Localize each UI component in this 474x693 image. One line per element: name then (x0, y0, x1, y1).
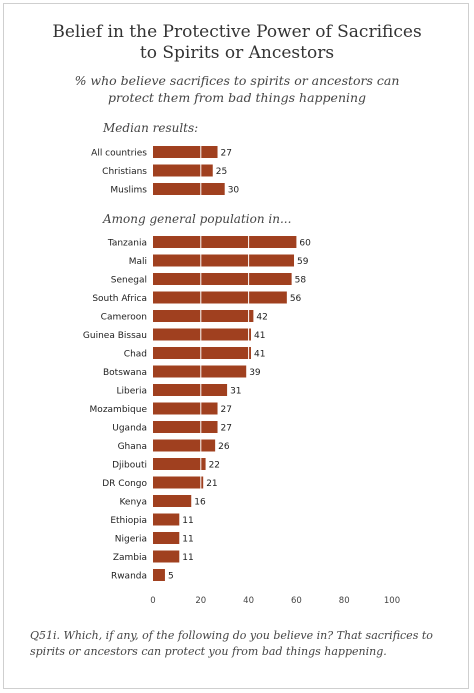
category-label: Christians (102, 167, 147, 177)
footnote-line-1: Q51i. Which, if any, of the following do… (30, 629, 433, 642)
value-label: 58 (295, 276, 307, 286)
value-label: 27 (221, 424, 232, 434)
category-label: Djibouti (112, 461, 147, 471)
bar-zambia (153, 550, 180, 563)
category-label: Zambia (113, 553, 147, 563)
section-label-general: Among general population in... (103, 212, 292, 226)
bar-kenya (153, 495, 192, 507)
bar-christians (153, 164, 213, 177)
chart-frame (3, 3, 469, 689)
bar-botswana (153, 365, 247, 378)
value-label: 56 (290, 294, 302, 304)
value-label: 22 (209, 461, 220, 471)
category-label: All countries (91, 149, 147, 159)
value-label: 11 (182, 535, 193, 545)
value-label: 31 (230, 387, 241, 397)
footnote-line-2: spirits or ancestors can protect you fro… (30, 645, 387, 658)
category-label: South Africa (92, 294, 147, 304)
category-label: Muslims (110, 186, 147, 196)
category-label: Rwanda (111, 572, 147, 582)
bar-dr-congo (153, 476, 204, 489)
section-label-median: Median results: (103, 121, 199, 135)
bar-mozambique (153, 402, 218, 415)
x-tick-label: 0 (150, 596, 155, 606)
chart-subtitle: % who believe sacrifices to spirits or a… (0, 72, 474, 106)
category-label: Cameroon (101, 313, 147, 323)
category-label: Uganda (112, 424, 147, 434)
category-label: Senegal (111, 276, 147, 286)
category-label: Chad (124, 350, 147, 360)
value-label: 25 (216, 167, 227, 177)
value-label: 41 (254, 331, 265, 341)
category-label: DR Congo (102, 479, 147, 489)
value-label: 41 (254, 350, 265, 360)
category-label: Mozambique (90, 405, 148, 415)
bar-nigeria (153, 532, 180, 544)
x-tick-label: 60 (291, 596, 302, 606)
bar-djibouti (153, 458, 206, 470)
bar-senegal (153, 273, 292, 285)
value-label: 5 (168, 572, 174, 582)
value-label: 16 (194, 498, 206, 508)
value-label: 59 (297, 257, 309, 267)
x-tick-label: 40 (243, 596, 254, 606)
category-label: Tanzania (107, 239, 147, 249)
subtitle-line-2: protect them from bad things happening (107, 90, 367, 105)
value-label: 21 (206, 479, 217, 489)
bar-chad (153, 347, 251, 359)
bar-mali (153, 254, 295, 267)
chart-title: Belief in the Protective Power of Sacrif… (0, 22, 474, 64)
category-label: Liberia (117, 387, 147, 397)
bar-south-africa (153, 291, 287, 304)
x-tick-label: 20 (195, 596, 206, 606)
bar-ethiopia (153, 513, 180, 526)
value-label: 30 (228, 186, 240, 196)
title-line-2: to Spirits or Ancestors (139, 43, 335, 63)
category-label: Nigeria (115, 535, 147, 545)
category-label: Guinea Bissau (83, 331, 147, 341)
value-label: 11 (182, 516, 193, 526)
bar-rwanda (153, 569, 165, 581)
value-label: 11 (182, 553, 193, 563)
subtitle-line-1: % who believe sacrifices to spirits or a… (74, 73, 400, 88)
category-label: Botswana (103, 368, 147, 378)
bar-guinea-bissau (153, 328, 251, 341)
category-label: Ethiopia (110, 516, 147, 526)
bar-tanzania (153, 236, 297, 248)
value-label: 27 (221, 149, 232, 159)
value-label: 27 (221, 405, 232, 415)
value-label: 42 (256, 313, 267, 323)
x-tick-label: 100 (384, 596, 400, 606)
title-line-1: Belief in the Protective Power of Sacrif… (52, 22, 422, 42)
value-label: 60 (299, 239, 311, 249)
bar-cameroon (153, 310, 254, 322)
category-label: Kenya (119, 498, 147, 508)
footnote: Q51i. Which, if any, of the following do… (30, 628, 450, 660)
bar-all-countries (153, 146, 218, 158)
category-label: Ghana (118, 442, 147, 452)
bar-uganda (153, 421, 218, 433)
bar-muslims (153, 183, 225, 195)
category-label: Mali (129, 257, 147, 267)
bar-liberia (153, 384, 228, 396)
bar-ghana (153, 439, 216, 452)
value-label: 39 (249, 368, 261, 378)
value-label: 26 (218, 442, 230, 452)
x-tick-label: 80 (339, 596, 350, 606)
